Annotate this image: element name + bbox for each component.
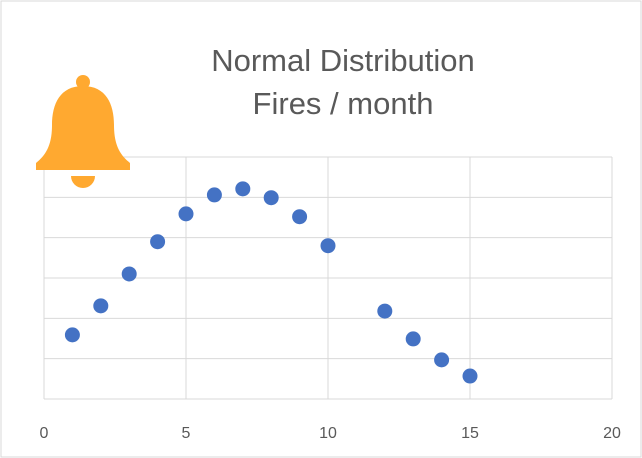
data-point [434, 352, 450, 368]
bell-body [36, 86, 130, 170]
data-point [292, 209, 308, 225]
x-tick-label: 0 [40, 425, 49, 442]
x-tick-label: 20 [603, 425, 621, 442]
data-point [235, 181, 251, 197]
data-point [150, 234, 166, 250]
data-point [64, 327, 80, 343]
data-point [405, 331, 421, 347]
data-point [178, 206, 194, 222]
x-tick-label: 15 [461, 425, 479, 442]
x-tick-label: 5 [182, 425, 191, 442]
chart-title: Normal Distribution [211, 43, 475, 78]
data-point [377, 303, 393, 319]
x-tick-label: 10 [319, 425, 337, 442]
plot-area: 0 5 10 15 20 [40, 156, 621, 442]
bell-clapper [71, 176, 95, 188]
data-point [462, 368, 478, 384]
data-point [263, 190, 279, 206]
data-point [320, 238, 336, 254]
data-point [206, 187, 222, 203]
bell-icon [36, 75, 130, 188]
data-point [121, 266, 137, 282]
data-point [93, 298, 109, 314]
bell-top [76, 75, 90, 89]
chart-subtitle: Fires / month [253, 86, 434, 121]
